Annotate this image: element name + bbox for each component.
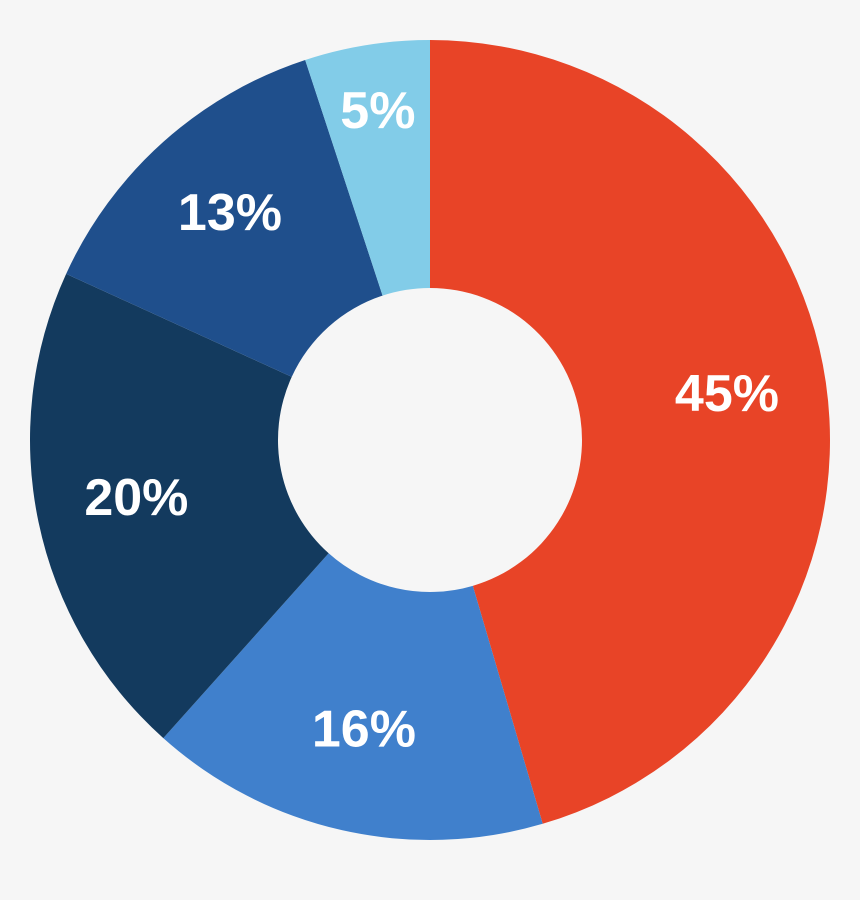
value-label: 5% [340, 82, 415, 140]
value-label: 45% [675, 365, 779, 423]
donut-slice [66, 59, 383, 377]
donut-slice [29, 273, 329, 739]
donut-slice [163, 553, 543, 840]
donut-slice [305, 40, 430, 296]
value-label: 16% [312, 700, 416, 758]
value-label: 13% [178, 184, 282, 242]
value-label: 20% [84, 469, 188, 527]
donut-slice [430, 40, 830, 824]
